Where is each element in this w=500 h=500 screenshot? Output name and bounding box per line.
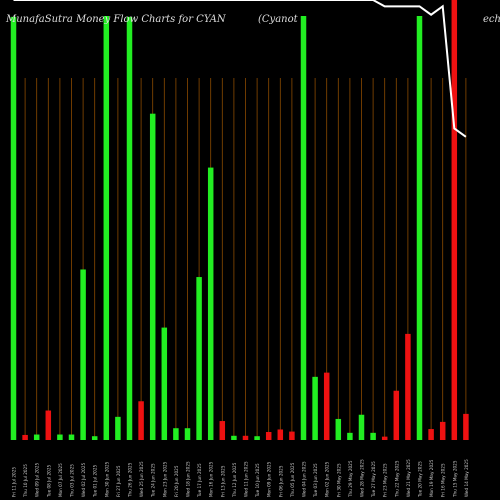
bar-up <box>91 436 98 440</box>
x-tick-label: Tue 17 Jun 2025 <box>197 463 202 498</box>
x-tick-label: Fri 11 Jul 2025 <box>12 467 17 497</box>
x-tick-label: Wed 11 Jun 2025 <box>244 461 249 497</box>
x-axis-labels: Fri 11 Jul 2025 Thu 10 Jul 2025 Wed 09 Jul… <box>12 459 469 498</box>
bar-down <box>428 429 434 440</box>
bar-up <box>196 277 202 440</box>
bar-up <box>33 434 40 440</box>
x-tick-label: Thu 03 Jul 2025 <box>70 464 75 498</box>
bar-up <box>358 414 365 440</box>
bar-up <box>231 435 237 440</box>
x-tick-label: Wed 02 Jul 2025 <box>81 463 86 497</box>
bar-up <box>173 428 179 440</box>
x-tick-label: Tue 24 Jun 2025 <box>151 463 156 498</box>
bar-up <box>161 327 168 440</box>
bar-down <box>289 431 295 440</box>
bar-up <box>10 16 17 441</box>
x-tick-label: Tue 03 Jun 2025 <box>313 463 318 498</box>
x-tick-label: Thu 15 May 2025 <box>452 460 457 498</box>
bar-down <box>405 333 411 440</box>
x-tick-label: Tue 10 Jun 2025 <box>255 463 260 498</box>
bar-up <box>416 16 423 440</box>
bar-up <box>347 432 353 440</box>
bar-up <box>68 434 75 440</box>
x-tick-label: Tue 27 May 2025 <box>371 461 376 498</box>
x-tick-label: Fri 13 Jun 2025 <box>220 465 225 497</box>
chart-title: MunafaSutra Money Flow Charts for CYAN <box>6 14 226 25</box>
bar-down <box>463 413 469 440</box>
x-tick-label: Mon 30 Jun 2025 <box>104 461 109 497</box>
bar-down <box>323 372 330 440</box>
bar-up <box>370 432 376 440</box>
x-tick-label: Wed 04 Jun 2025 <box>302 461 307 497</box>
x-tick-label: Fri 06 Jun 2025 <box>278 465 283 497</box>
x-tick-label: Wed 09 Jul 2025 <box>35 463 40 497</box>
x-tick-label: Tue 01 Jul 2025 <box>93 464 98 498</box>
x-tick-label: Thu 29 May 2025 <box>348 460 353 498</box>
x-tick-label: Thu 12 Jun 2025 <box>232 462 237 498</box>
x-tick-label: Mon 16 Jun 2025 <box>209 461 214 497</box>
bar-up <box>80 269 86 440</box>
price-line <box>13 0 467 138</box>
bar-down <box>242 435 249 440</box>
x-tick-label: Thu 05 Jun 2025 <box>290 462 295 498</box>
bar-down <box>277 429 284 440</box>
bar-up <box>335 418 342 440</box>
bar-up <box>207 167 214 440</box>
x-tick-label: Mon 23 Jun 2025 <box>162 461 167 497</box>
x-tick-label: Tue 08 Jul 2025 <box>46 464 51 498</box>
x-tick-label: Wed 25 Jun 2025 <box>139 461 144 497</box>
bar-down <box>22 434 28 440</box>
x-tick-label: Wed 28 May 2025 <box>360 459 365 497</box>
bar-up <box>126 16 133 441</box>
bar-down <box>451 0 458 440</box>
bar-down <box>138 401 144 440</box>
x-tick-label: Wed 18 Jun 2025 <box>186 461 191 497</box>
bar-up <box>254 436 260 440</box>
x-tick-label: Thu 22 May 2025 <box>394 460 399 498</box>
x-tick-label: Fri 23 May 2025 <box>383 463 388 497</box>
bar-down <box>393 390 400 440</box>
bars <box>10 0 469 441</box>
x-tick-label: Mon 09 Jun 2025 <box>267 461 272 497</box>
bar-down <box>45 410 52 440</box>
bar-up <box>115 416 121 440</box>
bar-up <box>300 16 307 440</box>
bar-up <box>184 428 191 440</box>
x-tick-label: Mon 02 Jun 2025 <box>325 461 330 497</box>
bar-up <box>312 376 318 440</box>
bar-up <box>149 113 156 441</box>
x-tick-label: Mon 19 May 2025 <box>429 459 434 497</box>
x-tick-label: Thu 26 Jun 2025 <box>128 462 133 498</box>
x-tick-label: Thu 10 Jul 2025 <box>23 464 28 498</box>
chart-title-ticker-name: (Cyanot <box>258 14 298 25</box>
x-tick-label: Wed 21 May 2025 <box>406 459 411 497</box>
bar-down <box>219 421 226 440</box>
x-tick-label: Fri 30 May 2025 <box>336 463 341 497</box>
x-tick-label: Fri 16 May 2025 <box>441 463 446 497</box>
x-tick-label: Fri 27 Jun 2025 <box>116 465 121 497</box>
bar-up <box>103 16 110 440</box>
bar-up <box>57 434 63 440</box>
x-tick-label: Tue 20 May 2025 <box>418 461 423 498</box>
x-tick-label: Fri 20 Jun 2025 <box>174 465 179 497</box>
x-tick-label: Wed 14 May 2025 <box>464 459 469 497</box>
chart-title-ticker-name-cont: ech C <box>483 14 500 25</box>
bar-down <box>381 436 388 440</box>
x-tick-label: Mon 07 Jul 2025 <box>58 463 63 497</box>
bar-down <box>265 432 272 440</box>
bar-down <box>439 421 446 440</box>
